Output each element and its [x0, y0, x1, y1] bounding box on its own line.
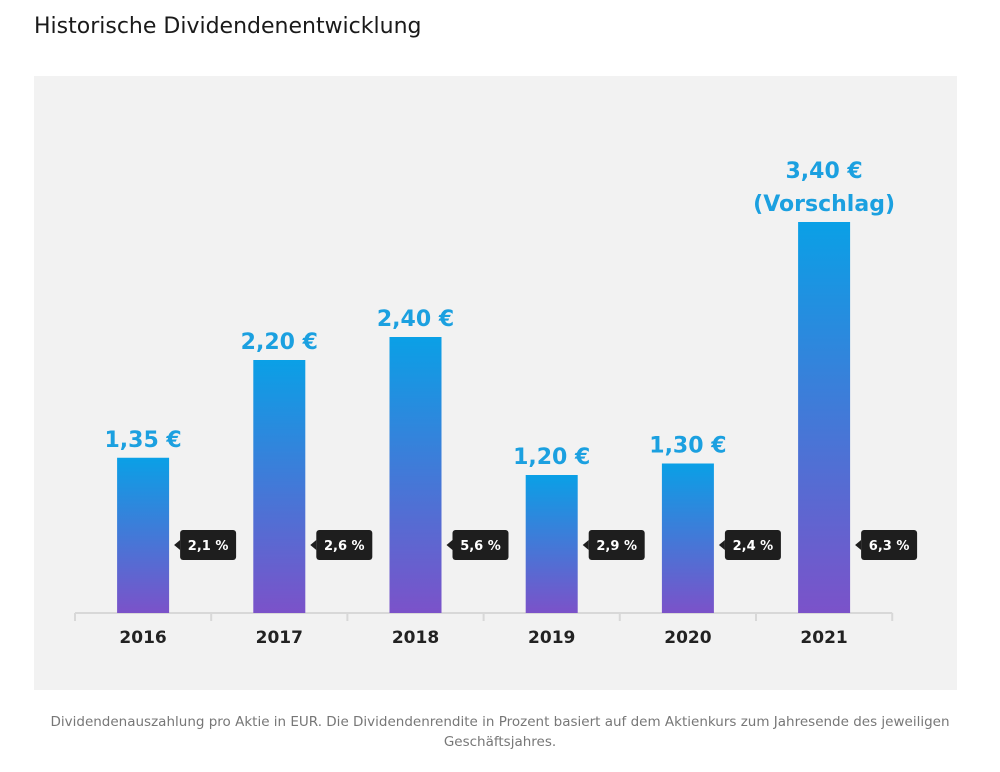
yield-badge	[180, 530, 237, 560]
yield-label: 2,4 %	[733, 539, 774, 554]
yield-label: 2,1 %	[188, 539, 229, 554]
x-tick-label: 2018	[392, 628, 439, 648]
bar-2018	[389, 337, 442, 613]
x-tick-label: 2021	[800, 628, 847, 648]
bar-2020	[661, 463, 714, 613]
bar-2016	[117, 457, 170, 613]
page-title: Historische Dividendenentwicklung	[34, 14, 422, 39]
yield-badge-arrow	[310, 540, 317, 550]
value-label: 1,30 €	[649, 434, 726, 459]
value-note: (Vorschlag)	[753, 192, 895, 217]
yield-badge	[452, 530, 509, 560]
bar-2019	[525, 475, 578, 613]
chart-caption: Dividendenauszahlung pro Aktie in EUR. D…	[50, 714, 950, 750]
yield-label: 2,6 %	[324, 539, 365, 554]
yield-label: 6,3 %	[869, 539, 910, 554]
yield-badge	[588, 530, 645, 560]
value-label: 1,35 €	[104, 428, 181, 453]
yield-badge	[316, 530, 373, 560]
bar-2017	[253, 360, 306, 613]
x-tick-label: 2017	[256, 628, 303, 648]
yield-badge-arrow	[446, 540, 453, 550]
yield-label: 2,9 %	[596, 539, 637, 554]
value-label: 2,40 €	[377, 307, 454, 332]
yield-badge-arrow	[174, 540, 181, 550]
value-label: 2,20 €	[241, 330, 318, 355]
yield-badge	[724, 530, 781, 560]
yield-badge-arrow	[718, 540, 725, 550]
x-tick-label: 2019	[528, 628, 575, 648]
value-label: 1,20 €	[513, 445, 590, 470]
x-tick-label: 2016	[119, 628, 166, 648]
x-tick-label: 2020	[664, 628, 711, 648]
yield-badge-arrow	[582, 540, 589, 550]
bar-2021	[798, 222, 851, 613]
yield-badge-arrow	[855, 540, 862, 550]
yield-badge	[861, 530, 918, 560]
value-label: 3,40 €	[785, 159, 862, 184]
yield-label: 5,6 %	[460, 539, 501, 554]
